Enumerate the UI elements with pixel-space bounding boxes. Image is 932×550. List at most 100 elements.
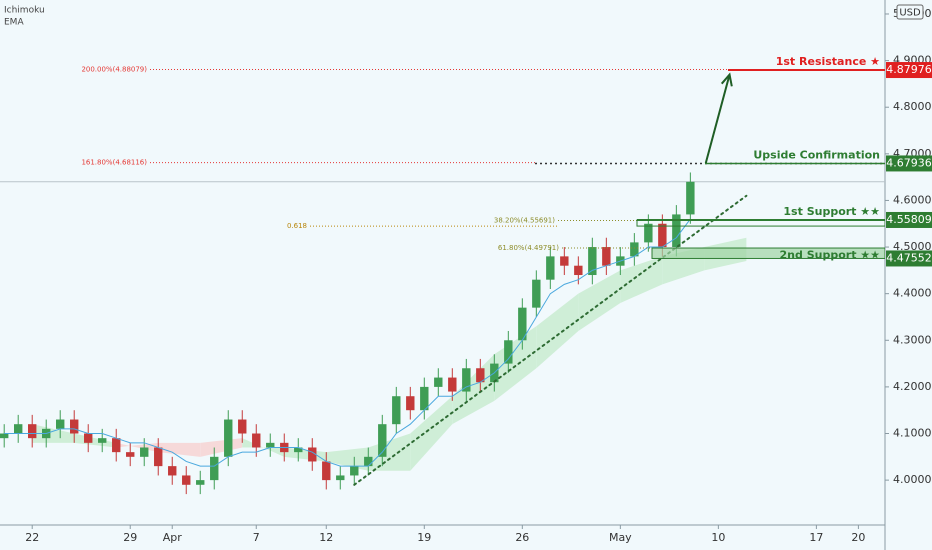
candle-body [574,265,583,276]
candle-body [434,377,443,387]
price-axis-box [886,250,932,267]
candle-body [28,424,37,439]
fib-label: 38.20%(4.55691) [494,217,555,225]
candle-body [98,438,107,443]
candle-body [308,447,317,462]
level-label: Upside Confirmation [753,148,880,161]
level-label: 2nd Support ★★ [780,248,881,261]
price-axis-label: 4.55809 [886,213,932,226]
candle-body [252,433,261,448]
candle-body [406,396,415,411]
y-tick-label: 4.40000 [893,287,932,300]
level-label: 1st Resistance ★ [776,55,880,68]
candle-body [560,256,569,266]
cloud-segment [158,442,201,457]
y-tick-label: 4.60000 [893,193,932,206]
candle-body [56,419,65,429]
price-axis-box [886,62,932,79]
price-axis-label: 4.47552 [886,251,932,264]
cloud-segment [368,433,411,471]
candle-body [322,461,331,481]
candle-body [476,368,485,383]
y-tick-label: 4.80000 [893,100,932,113]
candle-body [658,223,667,248]
candle-body [112,438,121,453]
candle-body [364,456,373,467]
candle-body [140,447,149,457]
plot-area: 200.00%(4.88079) 161.80%(4.68116) 38.20%(4… [0,55,885,495]
x-tick-label: 7 [253,531,260,544]
candle-body [84,433,93,443]
ema-line [4,218,691,467]
candle-body [532,279,541,308]
y-tick-label: 4.20000 [893,380,932,393]
candle-body [238,419,247,434]
candle-body [420,386,429,411]
candle-body [168,466,177,476]
indicator-label: EMA [4,18,24,28]
x-tick-label: 12 [319,531,333,544]
candle-body [224,419,233,457]
x-tick-label: 17 [809,531,823,544]
y-tick-label: 4.10000 [893,427,932,440]
candle-body [602,247,611,266]
candle-body [588,247,597,276]
candle-body [448,377,457,392]
arrow-shaft [704,74,731,164]
cloud-segment [494,326,537,401]
x-tick-label: Apr [163,531,183,544]
candle-body [126,452,135,457]
y-tick-label: 4.00000 [893,473,932,486]
cloud-segment [536,293,579,369]
candle-body [504,340,513,364]
candle-body [672,214,681,248]
candle-body [266,442,275,448]
fib-label: 161.80%(4.68116) [81,159,147,167]
candle-body [0,433,9,439]
candle-body [182,475,191,485]
candle-body [336,475,345,481]
x-tick-label: 10 [711,531,725,544]
currency-box [896,4,924,20]
candle-body [644,223,653,243]
x-tick-label: 22 [25,531,39,544]
price-axis-box [886,211,932,228]
price-axis-label: 4.87976 [886,63,932,76]
cloud-segment [578,270,621,331]
fib-label: 0.618 [287,222,307,230]
candle-body [378,424,387,457]
candle-body [462,368,471,392]
candle-body [210,456,219,481]
x-tick-label: 19 [417,531,431,544]
currency-label: USD [899,8,921,19]
support-zone [651,247,885,259]
fib-label: 200.00%(4.88079) [81,66,147,74]
level-label: 1st Support ★★ [783,205,880,218]
candle-body [546,256,555,280]
candle-body [154,447,163,467]
x-tick-label: May [609,531,632,544]
y-tick-label: 4.30000 [893,333,932,346]
price-axis-label: 4.67936 [886,156,932,169]
cloud-segment [620,256,663,303]
x-tick-label: 29 [123,531,137,544]
y-tick-label: 4.50000 [893,240,932,253]
cloud-segment [116,442,159,453]
candle-body [350,466,359,476]
candle-body [70,419,79,434]
x-tick-label: 20 [851,531,865,544]
fib-label: 61.80%(4.49791) [498,244,559,252]
indicator-label: Ichimoku [4,6,45,16]
candle-body [518,307,527,341]
price-axis-box [886,155,932,172]
arrow-head [720,72,733,87]
candle-body [294,447,303,453]
candle-body [196,480,205,485]
cloud-segment [326,447,369,471]
candle-body [630,242,639,257]
candle-body [686,181,695,215]
candle-body [392,396,401,425]
x-tick-label: 26 [515,531,529,544]
